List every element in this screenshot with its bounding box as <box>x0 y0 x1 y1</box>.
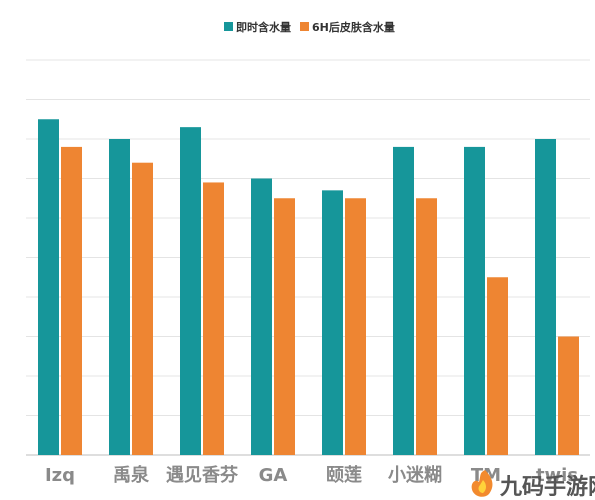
bar-series2-7 <box>558 336 579 455</box>
x-tick-label: twis <box>536 465 578 486</box>
legend-label: 6H后皮肤含水量 <box>312 20 395 34</box>
x-tick-label: 小迷糊 <box>388 465 442 486</box>
bar-series2-5 <box>416 198 437 455</box>
watermark: 九码手游网 <box>471 470 595 500</box>
bar-series2-2 <box>203 182 224 455</box>
x-tick-label: 颐莲 <box>326 465 362 486</box>
bar-series1-5 <box>393 146 414 455</box>
bar-series1-1 <box>109 139 130 455</box>
bar-series2-0 <box>61 146 82 455</box>
x-tick-label: GA <box>259 465 288 486</box>
bar-series1-4 <box>322 190 343 455</box>
bars <box>38 119 579 456</box>
bar-series1-3 <box>251 178 272 455</box>
x-tick-label: Izq <box>45 465 75 486</box>
legend-label: 即时含水量 <box>236 20 291 34</box>
legend: 即时含水量 6H后皮肤含水量 <box>224 20 395 34</box>
flame-icon <box>471 470 493 497</box>
x-tick-label: 遇见香芬 <box>166 464 239 486</box>
legend-swatch <box>224 22 233 31</box>
bar-series1-6 <box>464 146 485 455</box>
bar-series1-0 <box>38 119 59 455</box>
bar-series2-1 <box>132 162 153 455</box>
bar-series2-4 <box>345 198 366 455</box>
bar-series1-2 <box>180 127 201 456</box>
bar-series2-3 <box>274 198 295 455</box>
watermark-text: 九码手游网 <box>499 474 595 500</box>
x-tick-labels: Izq禹泉遇见香芬GA颐莲小迷糊TMtwis <box>45 464 578 486</box>
legend-swatch <box>300 22 309 31</box>
bar-series2-6 <box>487 277 508 455</box>
x-tick-label: 禹泉 <box>113 464 150 486</box>
bar-series1-7 <box>535 139 556 455</box>
